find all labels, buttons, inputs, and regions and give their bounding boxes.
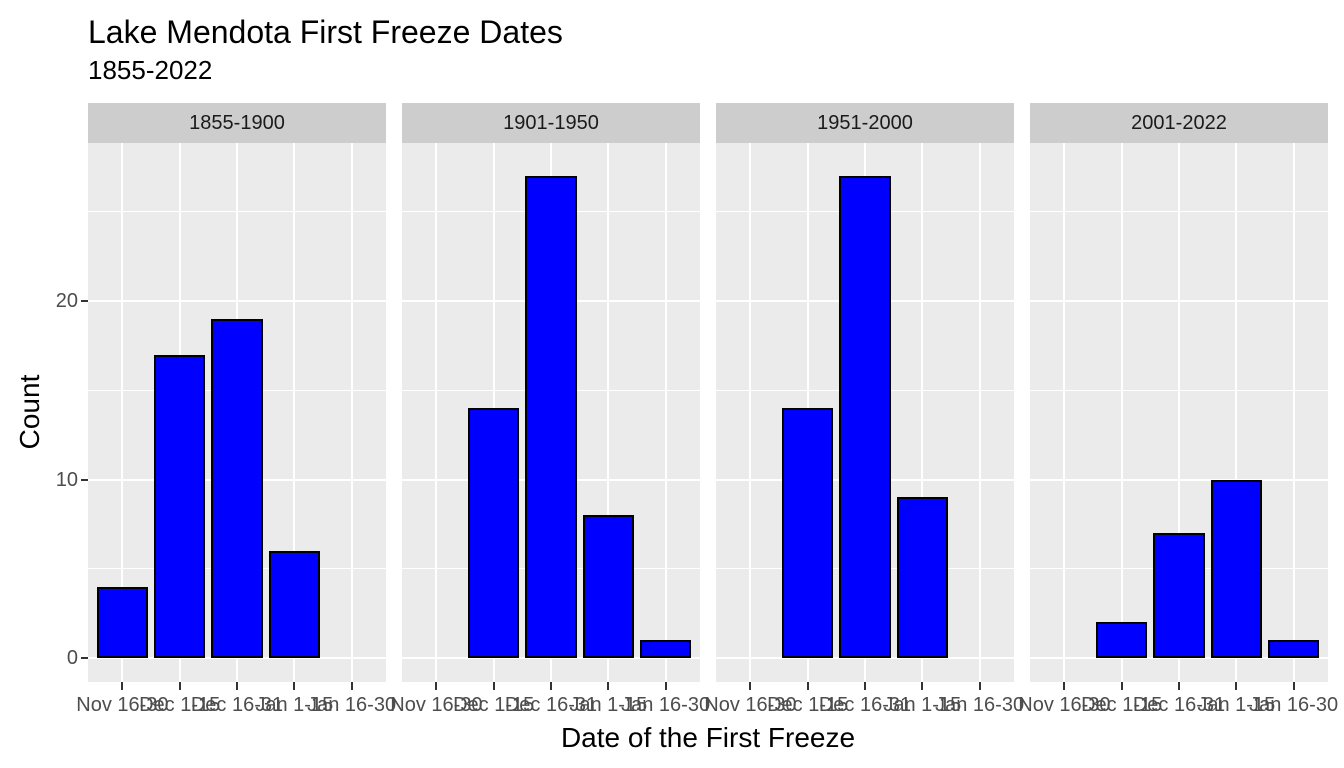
gridline-major-vertical	[293, 143, 296, 682]
y-tick-label: 20	[55, 290, 78, 312]
x-tick-label: Jan 1-15	[1197, 694, 1276, 716]
x-tick-mark	[293, 682, 296, 690]
x-tick-mark	[492, 682, 495, 690]
bar	[211, 318, 263, 658]
chart-title: Lake Mendota First Freeze Dates	[88, 14, 563, 50]
facet-panel	[88, 143, 386, 682]
gridline-major-vertical	[1178, 143, 1180, 682]
x-tick-label: Jan 1-15	[883, 694, 962, 716]
bar	[639, 640, 692, 658]
facet-strip: 1855-1900	[88, 103, 386, 143]
y-tick-mark	[81, 478, 88, 481]
chart-subtitle: 1855-2022	[88, 55, 213, 85]
bar	[582, 515, 635, 658]
gridline-major-vertical	[749, 143, 752, 682]
y-axis-title: Count	[14, 374, 45, 450]
x-tick-mark	[350, 682, 353, 690]
x-tick-mark	[178, 682, 181, 690]
bar	[268, 550, 321, 658]
x-tick-label: Dec 16-31	[190, 694, 284, 716]
x-tick-mark	[550, 682, 552, 690]
gridline-major-vertical	[1292, 143, 1295, 682]
bar	[1095, 622, 1148, 658]
x-tick-mark	[1120, 682, 1123, 690]
x-tick-mark	[236, 682, 238, 690]
x-tick-label: Nov 16-30	[1018, 694, 1111, 716]
x-tick-label: Jan 16-30	[1249, 694, 1339, 716]
bar	[1267, 640, 1320, 658]
x-tick-mark	[978, 682, 981, 690]
bar	[839, 176, 891, 658]
x-tick-label: Dec 16-31	[504, 694, 598, 716]
y-tick-mark	[81, 657, 88, 659]
y-tick-label: 0	[66, 647, 78, 669]
x-tick-mark	[1235, 682, 1238, 690]
x-tick-mark	[749, 682, 752, 690]
x-tick-label: Nov 16-30	[704, 694, 797, 716]
x-tick-label: Dec 1-15	[453, 694, 535, 716]
facet-strip: 1901-1950	[402, 103, 700, 143]
x-tick-mark	[1178, 682, 1180, 690]
facet-panel	[1030, 143, 1328, 682]
x-tick-mark	[864, 682, 866, 690]
x-tick-mark	[607, 682, 610, 690]
y-tick-mark	[81, 300, 88, 302]
bar	[467, 408, 520, 658]
x-tick-label: Jan 16-30	[621, 694, 711, 716]
facet-strip-label: 1901-1950	[503, 111, 599, 134]
x-tick-label: Nov 16-30	[390, 694, 483, 716]
x-tick-label: Jan 1-15	[255, 694, 334, 716]
gridline-major-vertical	[664, 143, 667, 682]
bar	[153, 354, 206, 658]
gridline-major-vertical	[921, 143, 924, 682]
facet-panel	[402, 143, 700, 682]
x-tick-label: Dec 1-15	[1081, 694, 1163, 716]
x-tick-mark	[1292, 682, 1295, 690]
x-tick-mark	[435, 682, 438, 690]
bar	[1153, 533, 1205, 658]
bar	[896, 497, 949, 658]
facet-strip: 2001-2022	[1030, 103, 1328, 143]
x-tick-label: Jan 16-30	[935, 694, 1025, 716]
gridline-major-vertical	[1063, 143, 1066, 682]
x-tick-label: Dec 1-15	[139, 694, 221, 716]
x-tick-mark	[921, 682, 924, 690]
bar	[1210, 479, 1263, 658]
x-tick-mark	[1063, 682, 1066, 690]
facet-strip-label: 2001-2022	[1131, 111, 1227, 134]
y-tick-label: 10	[55, 468, 78, 491]
x-tick-label: Nov 16-30	[76, 694, 169, 716]
x-tick-mark	[664, 682, 667, 690]
facet-strip-label: 1951-2000	[817, 111, 913, 134]
x-axis-title: Date of the First Freeze	[560, 722, 856, 753]
gridline-major-vertical	[350, 143, 353, 682]
bar	[525, 176, 577, 658]
facet-strip: 1951-2000	[716, 103, 1014, 143]
x-tick-label: Jan 16-30	[307, 694, 397, 716]
x-tick-label: Dec 1-15	[767, 694, 849, 716]
facet-panel	[716, 143, 1014, 682]
gridline-major-vertical	[978, 143, 981, 682]
gridline-major-vertical	[1235, 143, 1238, 682]
x-tick-label: Jan 1-15	[569, 694, 648, 716]
gridline-major-vertical	[607, 143, 610, 682]
bar	[781, 408, 834, 658]
gridline-major-vertical	[435, 143, 438, 682]
x-tick-label: Dec 16-31	[1132, 694, 1226, 716]
x-tick-mark	[806, 682, 809, 690]
x-tick-mark	[121, 682, 124, 690]
bar	[96, 586, 149, 658]
gridline-major-vertical	[121, 143, 124, 682]
facet-strip-label: 1855-1900	[189, 111, 285, 134]
gridline-major-vertical	[1120, 143, 1123, 682]
x-tick-label: Dec 16-31	[818, 694, 912, 716]
